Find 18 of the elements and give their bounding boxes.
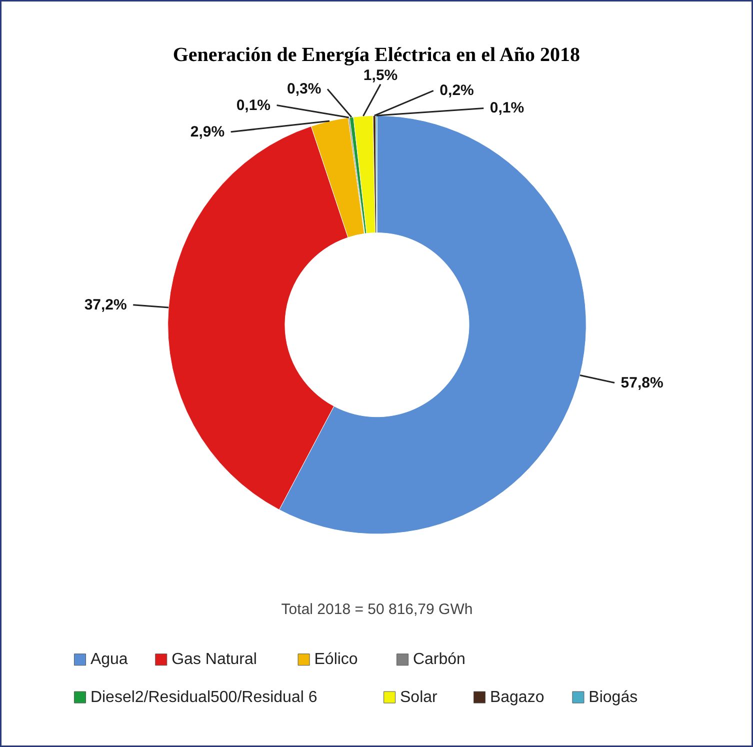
data-label: 0,3% bbox=[287, 80, 322, 98]
data-label: 57,8% bbox=[620, 374, 664, 392]
legend-label: Gas Natural bbox=[172, 651, 257, 668]
legend-label: Eólico bbox=[314, 651, 358, 668]
data-label: 0,1% bbox=[490, 100, 524, 117]
legend-label: Biogás bbox=[588, 688, 638, 706]
legend-label: Diesel2/Residual500/Residual 6 bbox=[90, 688, 318, 706]
data-label: 0,2% bbox=[440, 82, 474, 100]
legend-label: Agua bbox=[90, 651, 128, 668]
data-label: 37,2% bbox=[84, 296, 127, 314]
legend-label: Solar bbox=[400, 688, 438, 706]
data-label: 1,5% bbox=[363, 67, 398, 84]
text: Total 2018 = 50 816,79 GWh bbox=[281, 600, 473, 618]
data-label: 2,9% bbox=[190, 123, 225, 140]
legend-label: Carbón bbox=[412, 651, 466, 668]
legend-label: Bagazo bbox=[490, 688, 544, 706]
data-label: 0,1% bbox=[236, 96, 271, 114]
chart-title: Generación de Energía Eléctrica en el Año 2018 bbox=[172, 44, 580, 66]
